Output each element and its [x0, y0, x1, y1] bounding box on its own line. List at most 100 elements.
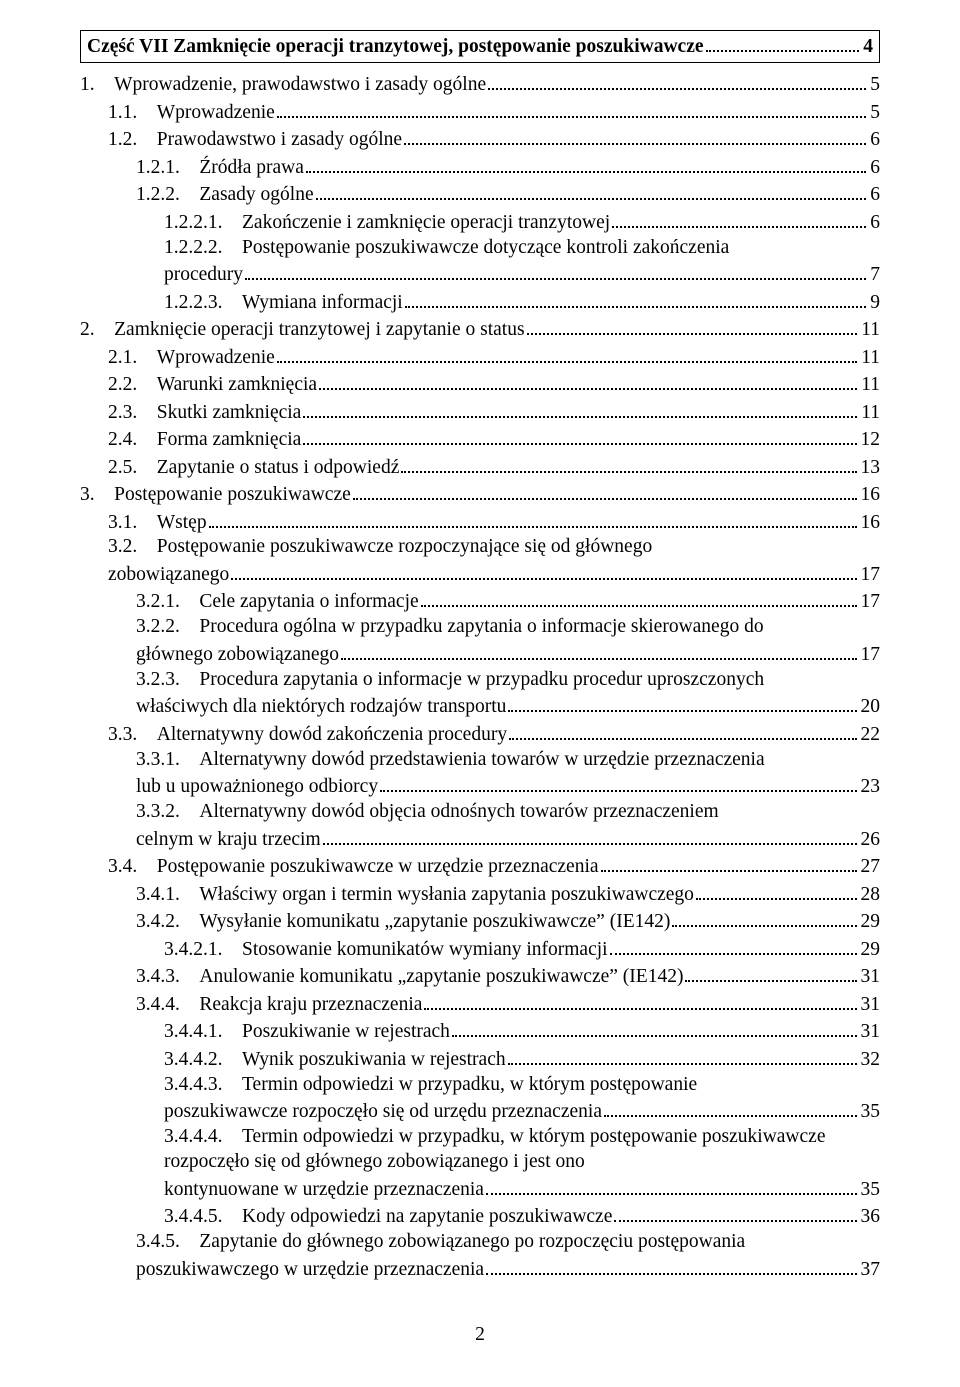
toc-entry: 3.3. Alternatywny dowód zakończenia proc… [80, 720, 880, 748]
toc-entry-tail: lub u upoważnionego odbiorcy [136, 775, 378, 800]
title-label: Część VII Zamknięcie operacji tranzytowe… [87, 35, 704, 60]
toc-leader-dots [601, 853, 857, 873]
toc-entry-page: 6 [868, 183, 880, 208]
toc-leader-dots [245, 260, 866, 280]
toc-entry-page: 12 [859, 428, 881, 453]
toc-entry-page: 7 [868, 263, 880, 288]
toc-entry-lastline: poszukiwawcze rozpoczęło się od urzędu p… [164, 1098, 880, 1126]
toc-entry: 3.4.4.2. Wynik poszukiwania w rejestrach… [80, 1045, 880, 1073]
toc-entry-line: 3.2.2. Procedura ogólna w przypadku zapy… [136, 615, 880, 640]
toc-entry-line: 3.4.4.3. Termin odpowiedzi w przypadku, … [164, 1073, 880, 1098]
toc-entry-lastline: lub u upoważnionego odbiorcy 23 [136, 773, 880, 801]
toc-entry-page: 6 [868, 211, 880, 236]
toc-entry-lastline: głównego zobowiązanego 17 [136, 640, 880, 668]
toc-entry: 3.1. Wstęp 16 [80, 508, 880, 536]
toc-entry-label: 3.4.4.5. Kody odpowiedzi na zapytanie po… [164, 1205, 612, 1230]
toc-entry-page: 20 [859, 695, 881, 720]
title-box: Część VII Zamknięcie operacji tranzytowe… [80, 30, 880, 63]
toc-entry: 3.4. Postępowanie poszukiwawcze w urzędz… [80, 853, 880, 881]
toc-leader-dots [231, 560, 856, 580]
toc-entry: 3.3.1. Alternatywny dowód przedstawienia… [80, 748, 880, 800]
toc-entry-row: 2. Zamknięcie operacji tranzytowej i zap… [80, 315, 880, 343]
toc-entry-page: 11 [859, 401, 880, 426]
table-of-contents: 1. Wprowadzenie, prawodawstwo i zasady o… [80, 71, 880, 1283]
toc-leader-dots [527, 315, 858, 335]
toc-entry-label: 1.2.1. Źródła prawa [136, 156, 304, 181]
toc-entry: 2.2. Warunki zamknięcia 11 [80, 370, 880, 398]
toc-leader-dots [508, 693, 856, 713]
toc-entry-row: 3.4.1. Właściwy organ i termin wysłania … [136, 880, 880, 908]
toc-entry-label: 3.4.4.2. Wynik poszukiwania w rejestrach [164, 1048, 506, 1073]
page-container: Część VII Zamknięcie operacji tranzytowe… [0, 0, 960, 1387]
toc-leader-dots [405, 288, 867, 308]
toc-entry-row: 3.4.4. Reakcja kraju przeznaczenia 31 [136, 990, 880, 1018]
toc-entry-label: 3.4.4. Reakcja kraju przeznaczenia [136, 993, 422, 1018]
toc-entry-page: 26 [859, 828, 881, 853]
toc-entry-page: 13 [859, 456, 881, 481]
toc-entry-lastline: poszukiwawczego w urzędzie przeznaczenia… [136, 1255, 880, 1283]
toc-entry-label: 2.4. Forma zamknięcia [108, 428, 301, 453]
toc-leader-dots [421, 588, 857, 608]
toc-entry-label: 2.2. Warunki zamknięcia [108, 373, 317, 398]
toc-entry-tail: głównego zobowiązanego [136, 643, 339, 668]
toc-entry-page: 9 [868, 291, 880, 316]
toc-entry-page: 16 [859, 483, 881, 508]
toc-entry-page: 29 [859, 910, 881, 935]
toc-entry: 3. Postępowanie poszukiwawcze 16 [80, 480, 880, 508]
toc-leader-dots [303, 398, 857, 418]
toc-entry-row: 1. Wprowadzenie, prawodawstwo i zasady o… [80, 71, 880, 99]
title-leader [706, 32, 860, 52]
toc-leader-dots [303, 425, 856, 445]
toc-entry-line: 3.4.5. Zapytanie do głównego zobowiązane… [136, 1230, 880, 1255]
toc-entry: 3.4.1. Właściwy organ i termin wysłania … [80, 880, 880, 908]
toc-entry-label: 3.4.2.1. Stosowanie komunikatów wymiany … [164, 938, 608, 963]
toc-entry: 2.5. Zapytanie o status i odpowiedź 13 [80, 453, 880, 481]
toc-entry-page: 6 [868, 128, 880, 153]
toc-entry-tail: celnym w kraju trzecim [136, 828, 321, 853]
toc-entry: 3.3.2. Alternatywny dowód objęcia odnośn… [80, 800, 880, 852]
toc-entry-page: 5 [868, 73, 880, 98]
toc-entry-row: 3.4.4.1. Poszukiwanie w rejestrach 31 [164, 1018, 880, 1046]
toc-leader-dots [696, 880, 857, 900]
toc-entry-label: 1.2. Prawodawstwo i zasady ogólne [108, 128, 402, 153]
toc-entry: 2. Zamknięcie operacji tranzytowej i zap… [80, 315, 880, 343]
toc-entry-label: 3.4.4.1. Poszukiwanie w rejestrach [164, 1020, 450, 1045]
toc-leader-dots [319, 370, 857, 390]
toc-entry-lastline: procedury 7 [164, 260, 880, 288]
toc-entry-line: 3.4.4.4. Termin odpowiedzi w przypadku, … [164, 1125, 880, 1175]
toc-entry: 1.2.2.1. Zakończenie i zamknięcie operac… [80, 208, 880, 236]
page-number: 2 [80, 1323, 880, 1348]
toc-leader-dots [685, 963, 856, 983]
toc-leader-dots [614, 1203, 856, 1223]
toc-leader-dots [341, 640, 856, 660]
toc-entry-label: 3. Postępowanie poszukiwawcze [80, 483, 351, 508]
toc-entry-tail: właściwych dla niektórych rodzajów trans… [136, 695, 506, 720]
toc-entry-page: 29 [859, 938, 881, 963]
toc-entry-page: 31 [859, 993, 881, 1018]
toc-entry-label: 3.4. Postępowanie poszukiwawcze w urzędz… [108, 855, 599, 880]
toc-entry-line: 3.3.1. Alternatywny dowód przedstawienia… [136, 748, 880, 773]
toc-entry-page: 28 [859, 883, 881, 908]
toc-leader-dots [610, 935, 857, 955]
toc-entry-row: 3.4.2.1. Stosowanie komunikatów wymiany … [164, 935, 880, 963]
toc-entry-line: 3.2. Postępowanie poszukiwawcze rozpoczy… [108, 535, 880, 560]
toc-entry: 3.4.4.5. Kody odpowiedzi na zapytanie po… [80, 1203, 880, 1231]
toc-leader-dots [486, 1175, 857, 1195]
toc-leader-dots [353, 480, 857, 500]
toc-entry-page: 31 [859, 965, 881, 990]
toc-entry-page: 37 [859, 1258, 881, 1283]
toc-leader-dots [404, 126, 866, 146]
title-row: Część VII Zamknięcie operacji tranzytowe… [87, 32, 873, 60]
toc-entry-label: 1.2.2.3. Wymiana informacji [164, 291, 403, 316]
toc-entry-page: 11 [859, 346, 880, 371]
toc-entry: 2.4. Forma zamknięcia 12 [80, 425, 880, 453]
toc-entry-row: 2.5. Zapytanie o status i odpowiedź 13 [108, 453, 880, 481]
toc-entry-lastline: kontynuowane w urzędzie przeznaczenia 35 [164, 1175, 880, 1203]
toc-entry-line: 3.3.2. Alternatywny dowód objęcia odnośn… [136, 800, 880, 825]
toc-entry: 3.4.4.4. Termin odpowiedzi w przypadku, … [80, 1125, 880, 1202]
toc-entry: 1.2.2.2. Postępowanie poszukiwawcze doty… [80, 236, 880, 288]
toc-entry: 1. Wprowadzenie, prawodawstwo i zasady o… [80, 71, 880, 99]
toc-entry: 3.4.2. Wysyłanie komunikatu „zapytanie p… [80, 908, 880, 936]
toc-entry: 3.2.2. Procedura ogólna w przypadku zapy… [80, 615, 880, 667]
toc-entry-page: 11 [859, 373, 880, 398]
